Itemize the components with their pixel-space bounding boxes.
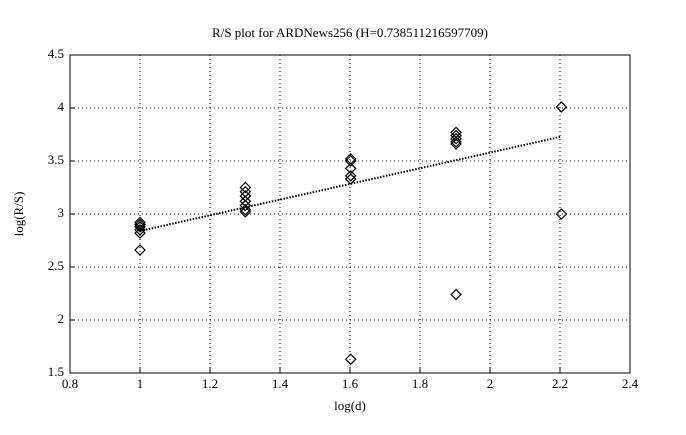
y-tick-label: 4.5 <box>48 46 64 61</box>
y-tick-label: 4 <box>58 99 65 114</box>
x-tick-label: 0.8 <box>62 376 78 391</box>
diamond-marker <box>134 227 146 239</box>
x-tick-label: 1 <box>137 376 144 391</box>
diamond-marker <box>344 169 357 182</box>
diamond-marker <box>450 136 462 148</box>
diamond-marker <box>134 218 146 231</box>
diamond-marker <box>134 220 146 233</box>
y-tick-label: 3 <box>58 205 65 220</box>
diamond-marker <box>450 126 462 139</box>
diamond-marker <box>344 353 357 366</box>
y-tick-label: 3.5 <box>48 152 64 167</box>
y-tick-label: 1.5 <box>48 364 64 379</box>
diamond-marker <box>450 138 462 150</box>
diamond-marker <box>239 181 252 194</box>
x-tick-label: 1.6 <box>342 376 359 391</box>
x-tick-label: 2.4 <box>622 376 639 391</box>
diamond-marker <box>450 132 462 145</box>
x-axis-label: log(d) <box>334 398 366 413</box>
diamond-marker <box>555 208 568 220</box>
diamond-marker <box>450 129 462 142</box>
diamond-marker <box>450 288 462 301</box>
x-tick-label: 2 <box>487 376 494 391</box>
x-tick-label: 1.8 <box>412 376 428 391</box>
x-tick-label: 1.4 <box>272 376 289 391</box>
y-axis-label: log(R/S) <box>11 192 26 237</box>
y-tick-label: 2 <box>58 311 65 326</box>
x-tick-label: 1.2 <box>202 376 218 391</box>
diamond-marker <box>134 224 146 236</box>
chart-title: R/S plot for ARDNews256 (H=0.73851121659… <box>212 25 488 40</box>
diamond-marker <box>344 162 357 175</box>
diamond-marker <box>134 244 146 256</box>
diamond-marker <box>344 173 357 185</box>
diamond-marker <box>555 101 568 113</box>
diamond-marker <box>239 203 252 216</box>
x-tick-label: 2.2 <box>552 376 568 391</box>
diamond-marker <box>239 199 252 212</box>
diamond-marker <box>344 155 357 167</box>
diamond-marker <box>239 206 252 218</box>
plot-frame <box>69 54 631 374</box>
y-tick-label: 2.5 <box>48 258 64 273</box>
